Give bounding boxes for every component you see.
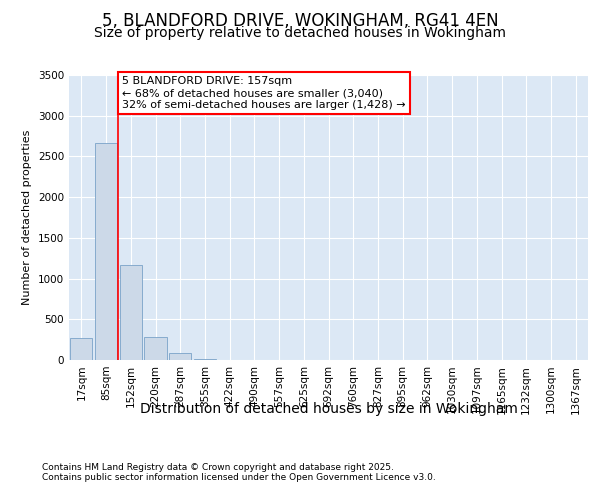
Bar bbox=[145, 337, 167, 360]
Bar bbox=[95, 142, 117, 360]
Bar bbox=[169, 354, 191, 360]
Bar bbox=[70, 338, 92, 360]
Text: Distribution of detached houses by size in Wokingham: Distribution of detached houses by size … bbox=[140, 402, 518, 416]
Text: Contains HM Land Registry data © Crown copyright and database right 2025.: Contains HM Land Registry data © Crown c… bbox=[42, 464, 394, 472]
Text: Size of property relative to detached houses in Wokingham: Size of property relative to detached ho… bbox=[94, 26, 506, 40]
Text: Contains public sector information licensed under the Open Government Licence v3: Contains public sector information licen… bbox=[42, 474, 436, 482]
Y-axis label: Number of detached properties: Number of detached properties bbox=[22, 130, 32, 305]
Text: 5 BLANDFORD DRIVE: 157sqm
← 68% of detached houses are smaller (3,040)
32% of se: 5 BLANDFORD DRIVE: 157sqm ← 68% of detac… bbox=[122, 76, 406, 110]
Bar bbox=[119, 264, 142, 360]
Bar bbox=[194, 359, 216, 360]
Text: 5, BLANDFORD DRIVE, WOKINGHAM, RG41 4EN: 5, BLANDFORD DRIVE, WOKINGHAM, RG41 4EN bbox=[101, 12, 499, 30]
